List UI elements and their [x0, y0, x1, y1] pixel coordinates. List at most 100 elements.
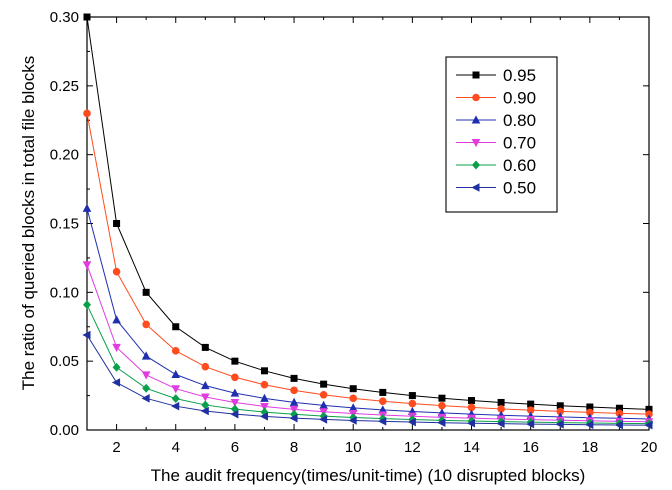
legend-label: 0.60 [503, 156, 536, 175]
x-tick-label: 10 [345, 439, 362, 456]
data-point [82, 261, 92, 270]
data-point [614, 420, 623, 430]
data-point [468, 397, 476, 405]
data-point [260, 367, 268, 375]
data-point [527, 400, 535, 408]
y-tick-label: 0.30 [50, 9, 79, 26]
data-point [290, 374, 298, 382]
data-point [141, 371, 151, 380]
series-0-95 [83, 13, 653, 413]
series-0-70 [82, 261, 654, 427]
legend-label: 0.70 [503, 134, 536, 153]
data-point [231, 373, 239, 382]
legend-marker [471, 183, 480, 192]
y-tick-label: 0.15 [50, 216, 79, 233]
data-point [585, 420, 594, 430]
series-line [86, 334, 650, 426]
data-point [112, 362, 121, 372]
legend-label: 0.95 [503, 66, 536, 85]
data-point [349, 394, 358, 403]
data-point [438, 401, 446, 410]
data-point [348, 416, 357, 425]
x-axis-ticks: 2 4 6 8 10 12 14 16 18 20 [86, 17, 657, 456]
data-point [112, 315, 121, 324]
y-axis-title: The ratio of queried blocks in total fil… [19, 56, 38, 391]
legend-item: 0.90 [456, 89, 536, 108]
x-axis-title: The audit frequency(times/unit-time) (10… [151, 466, 586, 485]
series-line [86, 304, 650, 425]
legend-item: 0.95 [456, 66, 536, 85]
x-tick-label: 12 [404, 439, 421, 456]
legend-label: 0.50 [503, 179, 536, 198]
data-point [318, 415, 328, 424]
series-line [86, 264, 650, 423]
plot-area [86, 16, 650, 431]
series-layer [82, 13, 654, 430]
data-point [171, 347, 180, 355]
data-point [497, 398, 505, 406]
data-point [82, 300, 92, 310]
data-point [171, 369, 181, 379]
series-line [86, 16, 650, 410]
y-tick-label: 0.25 [50, 78, 79, 95]
data-point [171, 401, 180, 411]
data-point [201, 343, 209, 351]
legend-marker [471, 115, 481, 124]
data-point [408, 392, 416, 400]
data-point [201, 393, 210, 402]
data-point [407, 417, 416, 427]
data-point [141, 394, 150, 403]
data-point [379, 388, 387, 396]
data-point [230, 409, 239, 419]
data-point [112, 343, 121, 353]
series-line [86, 208, 650, 420]
data-point [378, 417, 387, 426]
data-point [142, 320, 150, 329]
data-point [644, 420, 653, 430]
data-point [230, 398, 240, 408]
data-point [408, 399, 417, 408]
x-tick-label: 6 [231, 439, 239, 456]
data-point [141, 351, 151, 360]
series-line [86, 113, 650, 415]
data-point [289, 397, 299, 406]
data-point [378, 397, 387, 406]
data-point [526, 419, 535, 429]
data-point [259, 412, 268, 421]
legend-label: 0.80 [503, 111, 536, 130]
data-point [112, 267, 121, 276]
data-point [171, 394, 180, 404]
y-tick-label: 0.20 [50, 147, 79, 164]
data-point [201, 362, 210, 371]
data-point [83, 109, 91, 118]
data-point [289, 405, 299, 414]
data-point [111, 378, 121, 387]
data-point [349, 385, 357, 393]
legend-marker [471, 160, 481, 170]
data-point [260, 380, 269, 389]
data-point [260, 393, 269, 402]
data-point [200, 406, 209, 416]
series-0-50 [82, 330, 653, 430]
data-point [438, 394, 446, 402]
data-point [290, 386, 298, 395]
legend-marker [472, 71, 480, 79]
y-tick-label: 0.10 [50, 284, 79, 301]
legend-item: 0.60 [456, 156, 536, 175]
legend-item: 0.70 [456, 134, 536, 153]
data-point [437, 418, 446, 428]
x-tick-label: 4 [172, 439, 180, 456]
data-point [319, 390, 328, 399]
legend-item: 0.80 [456, 111, 536, 130]
data-point [142, 288, 150, 296]
data-point [555, 420, 564, 429]
data-point [230, 388, 240, 397]
data-point [82, 203, 92, 212]
x-tick-label: 18 [581, 439, 598, 456]
data-point [289, 413, 298, 423]
data-point [171, 385, 181, 394]
data-point [320, 380, 328, 388]
data-point [231, 357, 239, 365]
data-point [466, 418, 476, 428]
